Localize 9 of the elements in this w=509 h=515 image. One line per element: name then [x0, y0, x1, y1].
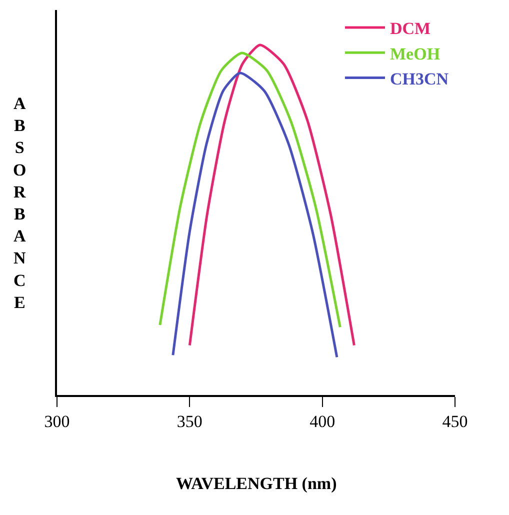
x-tick-label: 450: [442, 412, 468, 432]
legend-label: MeOH: [390, 44, 440, 64]
text: ABSORBANCE: [13, 94, 26, 312]
legend-label: CH3CN: [390, 69, 450, 88]
x-tick-label: 300: [44, 412, 70, 432]
x-tick-label: 400: [310, 412, 336, 432]
x-tick-label: 350: [176, 412, 202, 432]
legend-label: DCM: [390, 19, 431, 38]
x-axis-title: WAVELENGTH (nm): [176, 474, 337, 493]
